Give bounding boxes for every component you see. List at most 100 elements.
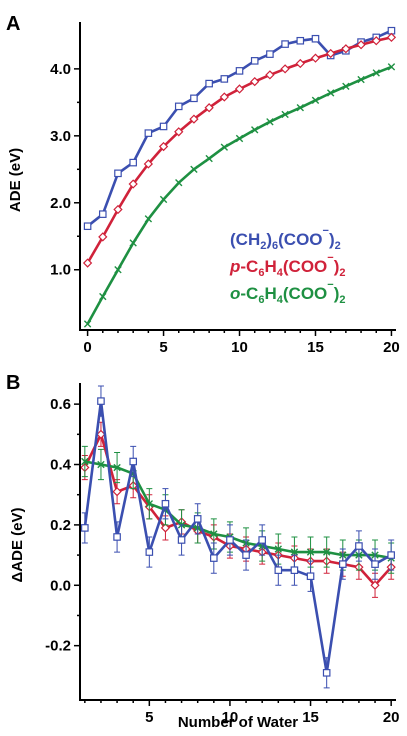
panel-a-ylabel: ADE (eV) <box>7 148 24 212</box>
panel-b-series-2-point-4 <box>145 548 154 556</box>
legend-item-2-part-4: 4 <box>277 294 284 306</box>
panel-a-series-1-point-3 <box>128 179 138 189</box>
panel-b-ytick-label-3: 0.4 <box>50 457 72 474</box>
panel-b-series-0-point-2 <box>112 487 122 497</box>
panel-b-series-1-point-2 <box>113 463 121 472</box>
panel-b-series-layer <box>80 385 396 689</box>
panel-b-series-2-point-1 <box>97 397 105 405</box>
panel-a-series-1-point-14 <box>295 58 305 69</box>
panel-a-series-2-point-1 <box>99 292 107 301</box>
panel-a-series-2-point-4 <box>144 215 153 223</box>
panel-a-ytick-label-1: 2.0 <box>50 195 71 212</box>
panel-a-series-layer <box>82 26 397 328</box>
panel-b-series-0-point-5 <box>160 523 171 533</box>
panel-a-label: A <box>6 13 20 35</box>
legend-item-1-part-3: H <box>264 257 276 276</box>
panel-a-series-0-point-10 <box>235 67 244 75</box>
panel-a-series-0-point-7 <box>190 94 198 103</box>
panel-a-legend: (CH2)6(COO−)2p-C6H4(COO−)2o-C6H4(COO−)2 <box>229 225 346 306</box>
panel-a-series-2 <box>83 63 396 328</box>
panel-a-series-1-point-5 <box>158 141 169 152</box>
panel-b-series-1 <box>81 445 395 574</box>
legend-item-0-part-5: − <box>323 225 329 237</box>
panel-a-series-1-point-16 <box>326 48 336 59</box>
panel-a-series-1-point-20 <box>386 32 397 43</box>
panel-a-series-0-point-0 <box>83 222 92 231</box>
legend-item-1-part-0: p <box>229 257 240 276</box>
panel-b-axis-frame <box>79 383 396 701</box>
panel-b-series-2-point-11 <box>258 536 266 544</box>
panel-b-series-2-point-19 <box>387 551 395 559</box>
panel-b-series-2-point-13 <box>290 566 299 574</box>
panel-a-series-0-point-14 <box>296 36 305 45</box>
panel-b-series-2-point-17 <box>355 542 363 550</box>
legend-item-1-part-6: − <box>327 252 333 264</box>
legend-item-0-part-0: (CH <box>230 230 260 249</box>
panel-a-series-0-point-8 <box>205 79 213 88</box>
panel-b-ylabel: ΔADE (eV) <box>9 508 26 583</box>
panel-a-series-0-point-5 <box>159 122 168 131</box>
panel-a-series-2-point-8 <box>205 154 213 163</box>
panel-a-series-2-point-18 <box>357 75 365 84</box>
panel-a-series-1-point-11 <box>250 76 260 87</box>
panel-a-series-0-point-1 <box>98 210 107 218</box>
panel-b-ytick-label-0: -0.2 <box>45 638 71 655</box>
panel-a-series-1-point-19 <box>371 36 381 46</box>
legend-item-0-part-4: (COO <box>278 230 322 249</box>
panel-a-series-0-point-11 <box>250 57 259 65</box>
panel-a-series-2-point-19 <box>372 69 380 77</box>
panel-b-series-1-point-0 <box>81 457 89 466</box>
legend-item-1-part-2: 6 <box>258 267 264 279</box>
panel-b-series-1-point-13 <box>290 548 299 556</box>
panel-a-ytick-label-0: 1.0 <box>50 262 71 279</box>
legend-item-1: p-C6H4(COO−)2 <box>229 252 346 279</box>
legend-item-1-part-7: ) <box>334 257 340 276</box>
panel-b-series-2 <box>81 385 395 689</box>
panel-b-label: B <box>6 372 20 394</box>
panel-a-series-2-point-13 <box>281 110 289 119</box>
legend-item-1-part-5: (COO <box>283 257 327 276</box>
panel-a-series-0-point-3 <box>129 158 137 167</box>
panel-b-series-2-point-9 <box>226 536 234 544</box>
panel-a-series-1-point-9 <box>219 92 229 102</box>
panel-a-series-0-point-2 <box>114 169 122 178</box>
panel-a-xtick-label-3: 15 <box>307 339 324 356</box>
panel-a-series-0-point-6 <box>174 102 183 111</box>
panel-a-series-2-point-11 <box>251 126 259 134</box>
panel-a-series-2-point-7 <box>190 165 198 173</box>
panel-a-series-2-point-14 <box>296 104 304 112</box>
legend-item-2-part-6: − <box>327 279 333 291</box>
panel-a-series-0-line <box>86 29 392 228</box>
panel-a-series-0-point-15 <box>311 34 320 43</box>
panel-a-series-0 <box>83 26 396 231</box>
panel-a-series-2-point-0 <box>83 320 92 328</box>
panel-a-ytick-label-2: 3.0 <box>50 128 71 145</box>
panel-a-series-1-point-1 <box>98 232 108 242</box>
panel-a-series-0-point-12 <box>266 50 274 58</box>
panel-a-series-1-point-17 <box>341 44 351 54</box>
panel-a-series-2-point-9 <box>220 143 229 151</box>
panel-b-xtick-label-2: 15 <box>302 709 319 726</box>
panel-a-series-1-point-7 <box>189 114 199 124</box>
legend-item-2-part-0: o <box>230 284 240 303</box>
panel-b-series-0 <box>80 421 396 598</box>
panel-a-series-0-point-13 <box>281 40 289 48</box>
legend-item-1-part-1: -C <box>240 257 258 276</box>
panel-a-series-1-point-15 <box>310 53 321 63</box>
panel-a-series-1-point-0 <box>82 258 93 268</box>
panel-b-series-2-point-0 <box>81 524 89 532</box>
panel-a-series-1-point-4 <box>143 159 154 169</box>
panel-a-series-2-point-10 <box>235 134 244 143</box>
panel-a-series-1 <box>82 32 397 268</box>
panel-b-series-2-point-10 <box>242 551 250 559</box>
panel-b-series-2-point-8 <box>210 554 218 562</box>
legend-item-2-part-8: 2 <box>339 294 345 306</box>
panel-b: B ΔADE (eV) Number of Water 5 10 15 20 -0.2 0… <box>6 372 400 731</box>
legend-item-2-part-2: 6 <box>258 294 264 306</box>
panel-a-series-2-point-5 <box>159 195 168 204</box>
legend-item-0-part-6: ) <box>329 230 335 249</box>
panel-a-xtick-label-0: 0 <box>83 339 91 356</box>
legend-item-1-part-8: 2 <box>339 267 345 279</box>
panel-a-series-0-point-4 <box>144 129 153 137</box>
